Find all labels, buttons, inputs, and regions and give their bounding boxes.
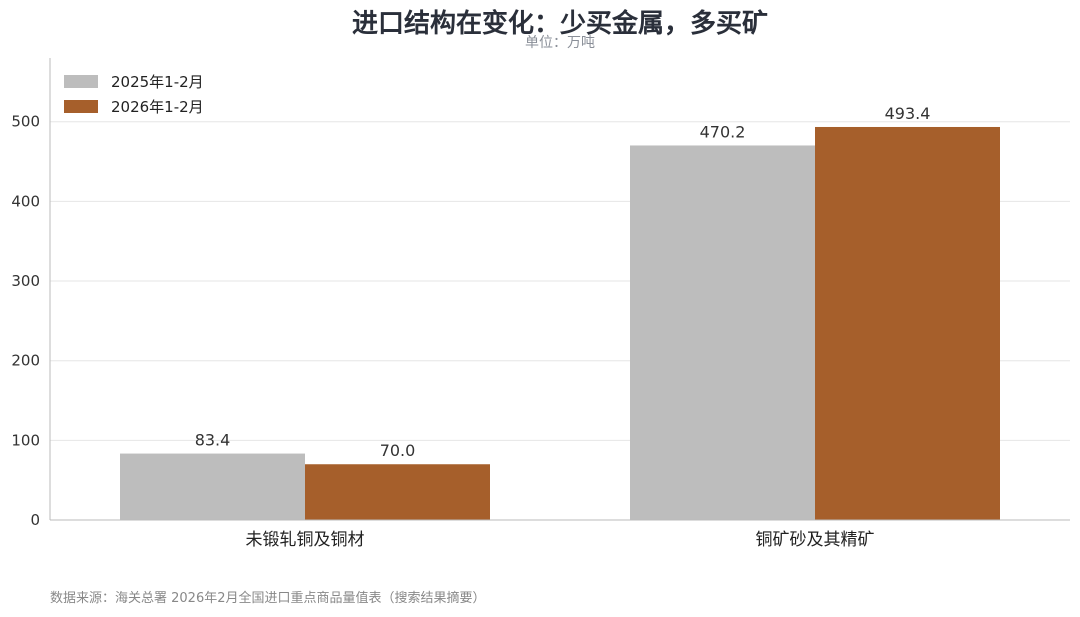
bar-2-2	[815, 126, 1000, 520]
legend-swatch	[64, 75, 98, 88]
y-tick-label: 200	[11, 352, 40, 370]
bar-1-1	[120, 453, 305, 520]
bar-1-2	[630, 145, 815, 521]
chart-subtitle: 单位：万吨	[525, 35, 595, 51]
category-label: 未锻轧铜及铜材	[246, 530, 365, 550]
y-tick-label: 300	[11, 272, 40, 290]
data-label: 70.0	[380, 441, 416, 460]
legend-label: 2025年1-2月	[111, 73, 204, 91]
chart-title: 进口结构在变化：少买金属，多买矿	[352, 8, 768, 39]
y-tick-label: 400	[11, 192, 40, 210]
bar-2-1	[305, 464, 490, 520]
bars-layer	[120, 126, 1000, 521]
data-label: 493.4	[885, 104, 931, 123]
y-tick-label: 100	[11, 431, 40, 449]
legend-label: 2026年1-2月	[111, 98, 204, 116]
labels-layer: 83.4 70.0 470.2 493.4	[195, 104, 931, 460]
y-tick-label: 500	[11, 113, 40, 131]
category-label: 铜矿砂及其精矿	[756, 530, 875, 550]
data-label: 470.2	[700, 122, 746, 141]
axis-layer: 0 100 200 300 400 500 未锻轧铜及铜材 铜矿砂及其精矿	[11, 58, 1070, 550]
legend-swatch	[64, 100, 98, 113]
source-note: 数据来源：海关总署 2026年2月全国进口重点商品量值表（搜索结果摘要）	[50, 590, 486, 606]
legend: 2025年1-2月 2026年1-2月	[64, 73, 204, 116]
y-tick-label: 0	[30, 511, 40, 529]
data-label: 83.4	[195, 431, 231, 450]
